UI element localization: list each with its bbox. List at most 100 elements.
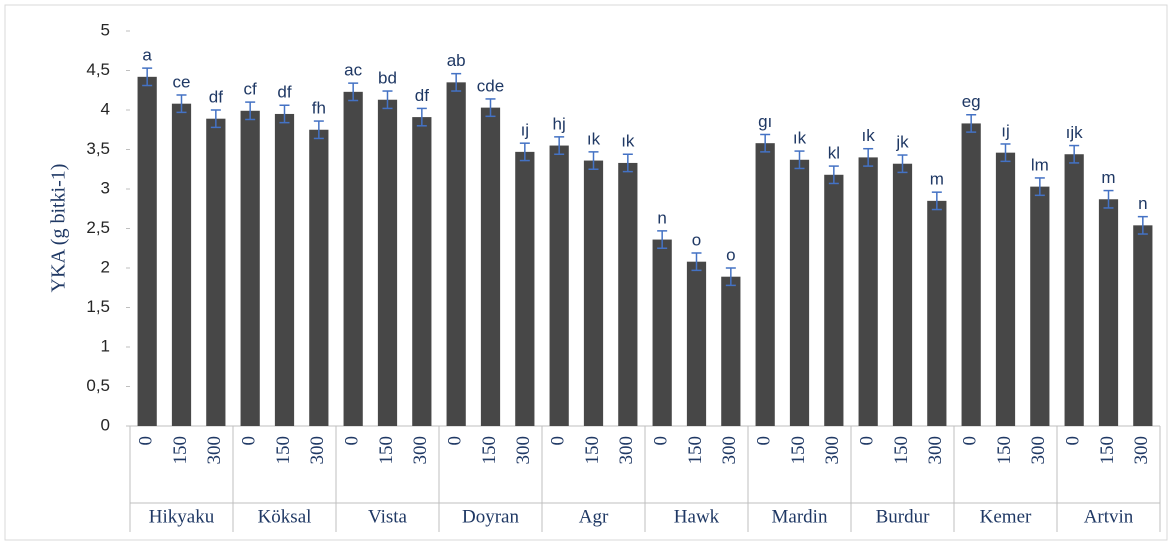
x-tick-label: 300 [1028,436,1049,465]
y-tick-label: 3,5 [86,139,110,158]
y-tick-label: 2 [101,257,110,276]
x-tick-label: 300 [307,436,328,465]
x-tick-label: 150 [891,436,912,465]
x-tick-label: 0 [239,436,260,446]
bar [274,113,295,426]
group-label: Kemer [980,506,1032,527]
x-tick-label: 300 [513,436,534,465]
bar-letter: a [142,46,152,65]
x-tick-label: 300 [1131,436,1152,465]
y-tick-label: 3 [101,178,110,197]
x-tick-label: 150 [479,436,500,465]
y-tick-label: 5 [101,20,110,39]
bar-letter: df [415,86,429,105]
bar [892,163,913,426]
bar-letter: df [277,83,291,102]
bar [480,107,501,426]
bar-letter: o [726,245,735,264]
bar [583,160,604,426]
bar-letter: gı [758,112,772,131]
x-tick-label: 150 [170,436,191,465]
group-label: Vista [368,506,408,527]
bar-letter: m [930,170,944,189]
bar [446,82,466,426]
x-tick-label: 150 [1097,436,1118,465]
bar-letter: ıjk [1066,123,1084,142]
x-tick-label: 300 [410,436,431,465]
y-tick-label: 0,5 [86,376,110,395]
x-tick-label: 0 [445,436,466,446]
x-tick-label: 150 [788,436,809,465]
x-tick-label: 0 [1063,436,1084,446]
x-tick-label: 0 [136,436,157,446]
bar [377,99,398,426]
bar [652,239,672,426]
bar-letter: ab [447,51,466,70]
bar [686,261,707,426]
bar-letter: ıj [521,121,530,140]
bar-letter: o [692,230,701,249]
bar [789,159,810,426]
y-axis-label: YKA (g bitki-1) [48,164,70,293]
x-tick-label: 150 [994,436,1015,465]
x-tick-label: 300 [822,436,843,465]
y-tick-label: 2,5 [86,218,110,237]
x-tick-label: 150 [376,436,397,465]
y-tick-label: 0 [101,415,110,434]
group-label: Mardin [772,506,828,527]
bar [549,145,569,427]
bar-letter: bd [378,69,397,88]
bar-letter: ıj [1001,121,1010,140]
x-tick-label: 300 [204,436,225,465]
bar [721,276,741,426]
group-label: Köksal [258,506,312,527]
bar [240,110,260,426]
bar [206,118,226,426]
bar [343,91,363,426]
group-label: Artvin [1084,506,1134,527]
bar-letter: lm [1031,155,1049,174]
x-tick-label: 0 [754,436,775,446]
x-tick-label: 150 [273,436,294,465]
bar-letter: hj [553,114,566,133]
bar [858,157,878,426]
y-tick-label: 1 [101,336,110,355]
bar [137,76,157,426]
x-tick-label: 0 [960,436,981,446]
bar-letter: fh [312,99,326,118]
bar [961,123,981,427]
bar [515,151,535,426]
bar [1064,154,1084,427]
bar [1030,186,1050,426]
bar [412,117,432,427]
bar-letter: m [1101,168,1115,187]
y-tick-label: 1,5 [86,297,110,316]
bar-letter: cf [244,80,258,99]
group-label: Burdur [876,506,931,527]
x-tick-label: 0 [342,436,363,446]
group-label: Agr [579,506,609,527]
x-tick-label: 0 [548,436,569,446]
bar-letter: df [209,87,223,106]
bar-letter: ık [621,132,635,151]
y-tick-label: 4 [101,99,110,118]
x-tick-label: 0 [651,436,672,446]
x-tick-label: 150 [685,436,706,465]
bar [618,162,638,426]
bar-letter: eg [962,92,981,111]
bar-letter: n [1138,194,1147,213]
bar-letter: ık [587,129,601,148]
bar-letter: ce [173,72,191,91]
bar [995,152,1016,426]
x-tick-label: 0 [857,436,878,446]
bar-letter: ac [344,61,362,80]
x-tick-label: 300 [616,436,637,465]
x-tick-label: 300 [925,436,946,465]
bar [171,103,192,427]
bar [1098,199,1119,426]
bar [824,174,844,426]
bar-letter: ık [862,126,876,145]
bar [755,143,775,426]
